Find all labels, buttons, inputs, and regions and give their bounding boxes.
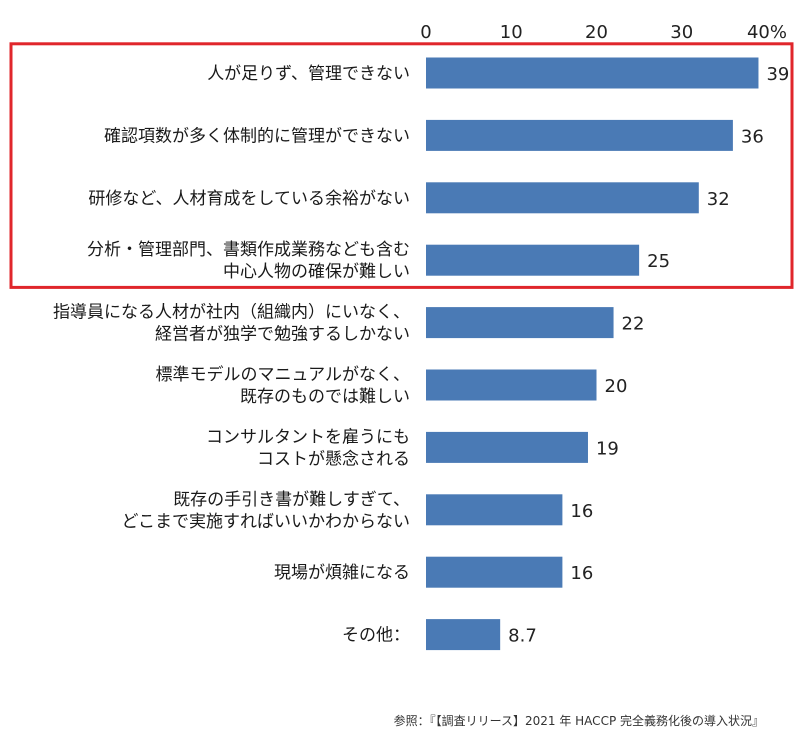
category-label: 既存のものでは難しい	[240, 387, 410, 407]
value-label: 32	[707, 189, 730, 210]
category-label: 経営者が独学で勉強するしかない	[155, 325, 410, 345]
category-label: コンサルタントを雇うにも	[206, 427, 410, 447]
bar	[426, 369, 597, 401]
bar	[426, 182, 699, 214]
value-label: 19	[596, 438, 619, 459]
bar	[426, 244, 640, 276]
bar	[426, 619, 501, 651]
value-label: 8.7	[508, 626, 537, 647]
category-label: 指導員になる人材が社内（組織内）にいなく、	[53, 303, 410, 323]
category-label: 既存の手引き書が難しすぎて、	[173, 490, 410, 510]
category-label: 確認項数が多く体制的に管理ができない	[104, 126, 410, 146]
axis-tick-label: 10	[500, 22, 523, 43]
highlight-box	[9, 42, 794, 289]
value-label: 39	[766, 64, 789, 85]
category-label: 標準モデルのマニュアルがなく、	[156, 364, 411, 385]
category-label: 中心人物の確保が難しい	[223, 262, 410, 282]
source-note: 参照：『【調査リリース】2021 年 HACCP 完全義務化後の導入状況』	[393, 714, 764, 728]
category-label: 人が足りず、管理できない	[207, 64, 410, 84]
category-label: コストが懸念される	[257, 448, 410, 469]
value-label: 20	[605, 376, 628, 397]
bar	[426, 494, 563, 526]
category-label: どこまで実施すればいいかわからない	[122, 512, 411, 532]
axis-tick-label: 0	[420, 22, 431, 43]
category-label: その他：	[342, 626, 410, 646]
value-label: 25	[647, 251, 670, 272]
category-label: 研修など、人材育成をしている余裕がない	[88, 189, 410, 209]
value-label: 36	[741, 126, 764, 147]
bar	[426, 556, 563, 588]
bar	[426, 57, 759, 89]
category-label: 現場が煩雑になる	[274, 563, 410, 583]
category-label: 分析・管理部門、書類作成業務なども含む	[87, 240, 410, 260]
value-label: 16	[570, 563, 593, 584]
axis-tick-label: 40%	[747, 22, 787, 43]
axis-tick-label: 20	[585, 22, 608, 43]
bar	[426, 307, 614, 339]
bar	[426, 119, 733, 151]
value-label: 16	[570, 501, 593, 522]
bar	[426, 431, 588, 463]
axis-tick-label: 30	[670, 22, 693, 43]
value-label: 22	[622, 314, 645, 335]
